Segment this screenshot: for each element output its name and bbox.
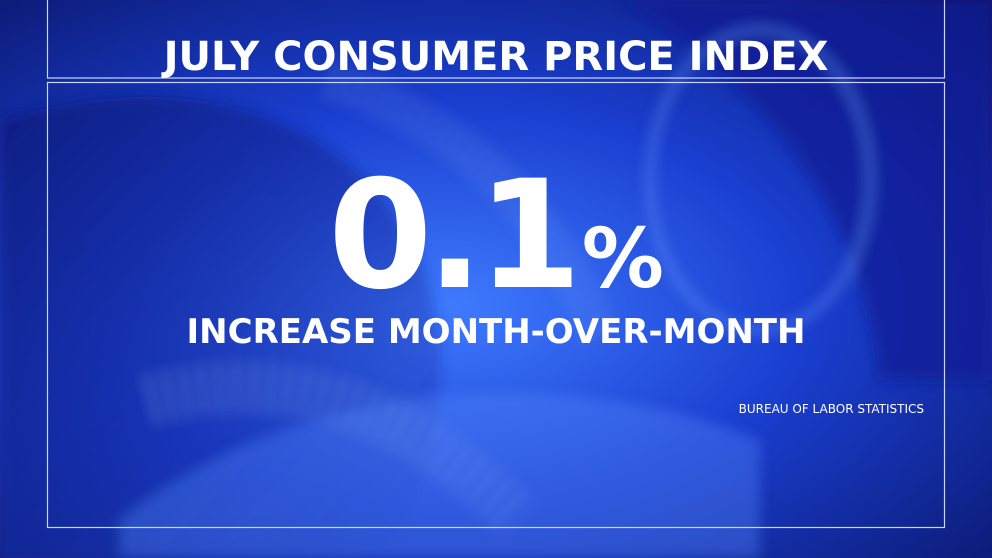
title-frame [46, 0, 946, 79]
content-frame [46, 81, 946, 529]
source: BUREAU OF LABOR STATISTICS [739, 402, 924, 416]
stat-description: INCREASE MONTH-OVER-MONTH [187, 312, 806, 352]
stat-value: 0.1 [328, 149, 576, 323]
stat-unit: % [582, 212, 664, 307]
stat: 0.1% [328, 149, 664, 323]
title: JULY CONSUMER PRICE INDEX [161, 34, 829, 80]
